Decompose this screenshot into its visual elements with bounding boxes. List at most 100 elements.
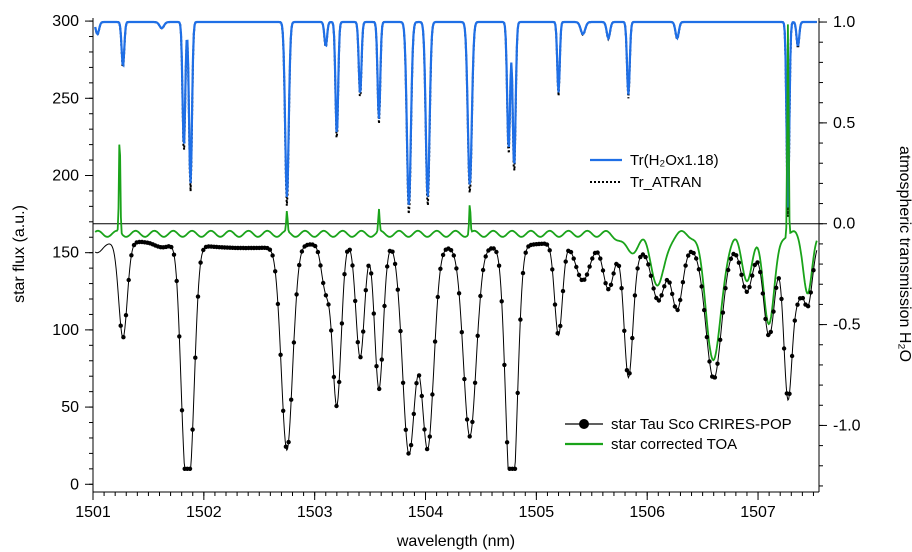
star-point [590, 256, 595, 261]
star-point [739, 272, 744, 277]
star-point [515, 390, 520, 396]
star-point [432, 339, 438, 344]
star-point [350, 263, 355, 268]
legend-upper: Tr(H₂Ox1.18) Tr_ATRAN [590, 152, 719, 191]
y-left-tick-label: 300 [52, 13, 79, 30]
star-point [779, 296, 784, 302]
star-point [656, 298, 662, 303]
star-point [339, 321, 345, 326]
y-right-tick-label: 0.5 [833, 115, 855, 132]
star-point [598, 256, 603, 261]
star-point [174, 278, 179, 284]
y-left-tick-label: 50 [61, 399, 79, 416]
star-point [398, 328, 403, 334]
star-point [347, 247, 352, 252]
star-point [632, 293, 638, 298]
star-point [718, 337, 723, 342]
star-point [576, 272, 582, 278]
star-point [406, 451, 411, 456]
star-point [755, 260, 760, 265]
star-point [323, 293, 329, 298]
star-point [318, 263, 323, 268]
star-point [789, 353, 795, 359]
star-point [768, 329, 773, 335]
star-point [771, 309, 776, 314]
star-point [337, 379, 342, 385]
star-point [742, 284, 747, 289]
star-point [395, 287, 400, 292]
star-point [451, 253, 456, 258]
star-point [334, 403, 339, 409]
star-point [691, 250, 696, 256]
legend-swatch-marker [579, 419, 589, 429]
toa-line [94, 24, 818, 362]
star-point [760, 291, 765, 296]
star-point [547, 248, 552, 253]
star-point [353, 298, 358, 304]
star-point [795, 302, 800, 307]
x-tick-label: 1502 [186, 504, 222, 521]
star-point [518, 317, 523, 322]
star-point [467, 434, 472, 439]
star-point [289, 397, 294, 402]
y-left-tick-label: 250 [52, 90, 79, 107]
star-point [361, 329, 366, 334]
star-point [483, 254, 488, 259]
y-axis-left-title: star flux (a.u.) [11, 205, 28, 303]
star-point [297, 262, 302, 268]
star-point [193, 355, 198, 360]
star-point [672, 304, 678, 309]
star-point [744, 289, 749, 294]
star-point [805, 304, 811, 309]
star-point [454, 266, 459, 271]
star-point [496, 263, 502, 268]
star-point [563, 259, 568, 264]
star-point [342, 272, 347, 277]
star-point [774, 285, 779, 290]
star-point [329, 328, 334, 333]
y-left-tick-label: 200 [52, 167, 79, 184]
legend-label: star corrected TOA [611, 436, 737, 453]
star-point [712, 375, 718, 380]
y-right-tick-label: 0.0 [833, 216, 855, 233]
y-right-tick-label: -1.0 [833, 417, 861, 434]
star-point [355, 340, 360, 345]
star-point [414, 381, 419, 386]
star-point [201, 247, 206, 253]
star-point [267, 247, 273, 252]
star-point [499, 299, 504, 304]
x-tick-label: 1503 [297, 504, 333, 521]
star-point [358, 355, 363, 360]
series-star-corrected-toa [94, 24, 818, 362]
star-point [438, 266, 443, 271]
tr-atran-line [94, 21, 817, 217]
y-right-tick-label: 1.0 [833, 14, 855, 31]
star-point [187, 466, 193, 471]
star-point [408, 442, 414, 448]
star-point [179, 408, 185, 413]
y-right-tick-label: -0.5 [833, 317, 861, 334]
star-point [699, 284, 704, 289]
star-point [363, 288, 368, 293]
star-point [283, 444, 289, 449]
star-point [734, 253, 739, 258]
star-point [702, 307, 707, 313]
star-point [648, 273, 654, 278]
star-point [400, 380, 406, 385]
star-point [177, 334, 182, 339]
star-point [568, 249, 574, 255]
star-point [720, 310, 726, 315]
star-point [121, 335, 126, 340]
star-point [169, 244, 174, 250]
star-point [390, 249, 395, 254]
star-point [480, 267, 486, 273]
star-point [680, 280, 686, 285]
star-point [326, 302, 331, 307]
star-point [411, 411, 416, 417]
star-point [286, 439, 291, 445]
legend-label: star Tau Sco CRIRES-POP [611, 416, 792, 433]
tr-h2o-line [94, 20, 817, 208]
star-point [278, 352, 283, 357]
star-point [435, 294, 440, 300]
